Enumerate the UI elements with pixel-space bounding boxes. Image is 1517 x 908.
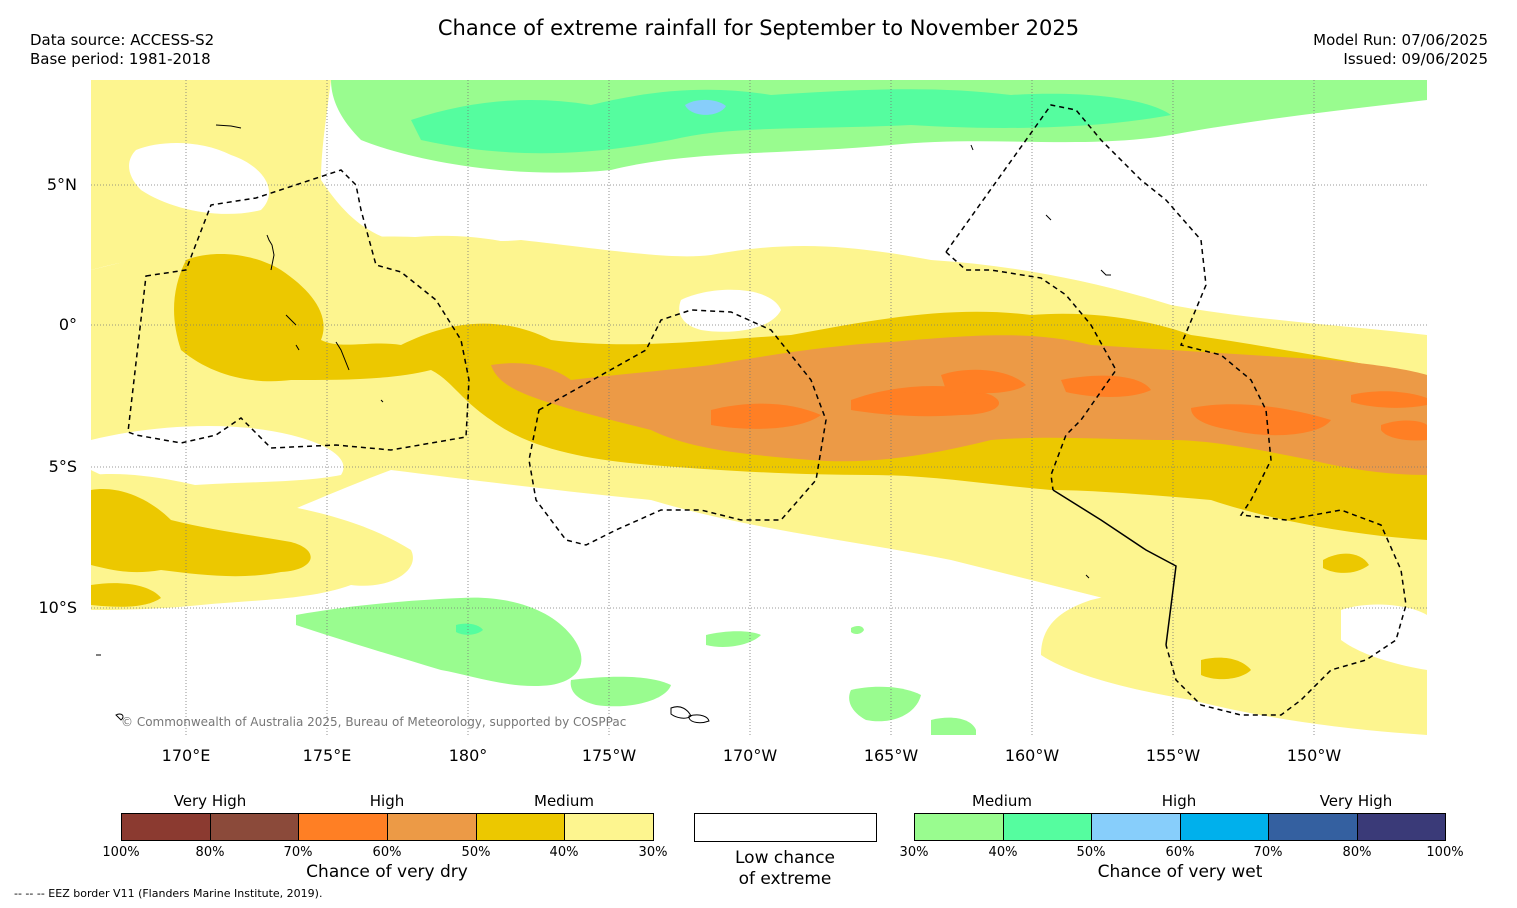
dry-south-east-light	[1041, 583, 1427, 735]
lat-label-0: 0°	[58, 315, 77, 334]
wet-pct-70: 70%	[1253, 845, 1283, 860]
lon-label-175e: 175°E	[302, 746, 352, 765]
copyright-notice: © Commonwealth of Australia 2025, Bureau…	[121, 715, 627, 729]
wet-caption: Chance of very wet	[1097, 862, 1263, 882]
wet-south-3	[706, 631, 761, 647]
lon-label-165w: 165°W	[863, 746, 919, 765]
wet-pct-60: 60%	[1165, 845, 1195, 860]
dry-swatch-2	[210, 814, 300, 840]
dry-swatch-5	[476, 814, 566, 840]
dry-patch-4	[1061, 375, 1151, 397]
wet-pct-80: 80%	[1342, 845, 1372, 860]
lon-label-150w: 150°W	[1286, 746, 1342, 765]
dry-patch-6	[1351, 391, 1427, 408]
dry-patch-7	[1381, 420, 1427, 441]
wet-category-very-high: Very High	[1319, 792, 1393, 810]
wet-category-high: High	[1161, 792, 1197, 810]
dry-category-high: High	[369, 792, 405, 810]
low-chance-line1: Low chance	[735, 848, 835, 868]
wet-swatch-4	[1180, 814, 1269, 840]
low-chance-swatch	[694, 813, 877, 842]
white-gap-north-central	[679, 289, 781, 332]
dry-colorbar	[121, 813, 654, 841]
dry-patch-5	[1191, 404, 1331, 436]
rainfall-map-svg	[91, 80, 1427, 735]
wet-south-core	[456, 623, 483, 635]
wet-colorbar	[914, 813, 1446, 841]
dry-swatch-3	[299, 814, 389, 840]
dry-north-white-gap	[129, 143, 270, 214]
wet-pct-30: 30%	[899, 845, 929, 860]
wet-south-6	[851, 625, 864, 635]
wet-south-1	[296, 597, 582, 687]
eez-borders	[127, 104, 1407, 716]
low-chance-line2: of extreme	[738, 869, 832, 889]
dry-swatch-6	[565, 814, 654, 840]
lon-label-170e: 170°E	[161, 746, 211, 765]
dry-south-west-medium	[91, 489, 311, 577]
white-gap-south-east	[1341, 604, 1427, 670]
model-run: Model Run: 07/06/2025	[1313, 31, 1488, 49]
wet-south-2	[570, 676, 671, 707]
dry-patch-3	[941, 369, 1026, 394]
dry-pct-40: 40%	[549, 845, 579, 860]
dry-pct-100: 100%	[102, 845, 140, 860]
islands	[96, 124, 1111, 724]
dry-pct-80: 80%	[195, 845, 225, 860]
lat-label-5n: 5°N	[46, 175, 77, 194]
wet-patch-blue	[685, 99, 726, 115]
dry-south-west-medium-2	[91, 583, 161, 607]
data-source: Data source: ACCESS-S2	[30, 31, 215, 49]
lon-label-160w: 160°W	[1004, 746, 1060, 765]
dry-pct-70: 70%	[283, 845, 313, 860]
wet-pct-40: 40%	[988, 845, 1018, 860]
dry-patch-2	[851, 385, 1000, 417]
wet-category-medium: Medium	[972, 792, 1032, 810]
wet-swatch-2	[1003, 814, 1092, 840]
eez-border-solid	[1052, 489, 1177, 646]
dry-pct-30: 30%	[638, 845, 668, 860]
wet-swatch-6	[1357, 814, 1445, 840]
map-title: Chance of extreme rainfall for September…	[437, 16, 1080, 40]
lon-label-180: 180°	[448, 746, 488, 765]
white-gap-left-mid	[91, 425, 344, 490]
rainfall-map: © Commonwealth of Australia 2025, Bureau…	[91, 80, 1427, 735]
wet-core-north	[411, 89, 1171, 154]
dry-category-medium: Medium	[534, 792, 594, 810]
dry-patch-1	[711, 403, 821, 429]
wet-swatch-5	[1269, 814, 1358, 840]
wet-south-4	[849, 686, 921, 722]
wet-swatch-1	[915, 814, 1004, 840]
wet-swatch-3	[1092, 814, 1181, 840]
wet-pct-100: 100%	[1426, 845, 1464, 860]
dry-south-east-medium	[1201, 657, 1251, 680]
wet-pct-50: 50%	[1076, 845, 1106, 860]
eez-note: -- -- -- EEZ border V11 (Flanders Marine…	[14, 887, 323, 900]
lat-label-5s: 5°S	[48, 457, 77, 476]
dry-category-very-high: Very High	[173, 792, 247, 810]
dry-caption: Chance of very dry	[306, 862, 468, 882]
dry-pct-60: 60%	[372, 845, 402, 860]
lon-label-175w: 175°W	[581, 746, 637, 765]
wet-south-5	[931, 717, 976, 735]
issued-date: Issued: 09/06/2025	[1343, 50, 1488, 68]
dry-south-east-medium-2	[1323, 553, 1369, 573]
base-period: Base period: 1981-2018	[30, 50, 211, 68]
dry-swatch-4	[388, 814, 477, 840]
lon-label-170w: 170°W	[722, 746, 778, 765]
dry-swatch-1	[122, 814, 211, 840]
lat-label-10s: 10°S	[38, 598, 77, 617]
lon-label-155w: 155°W	[1145, 746, 1201, 765]
dry-pct-50: 50%	[461, 845, 491, 860]
